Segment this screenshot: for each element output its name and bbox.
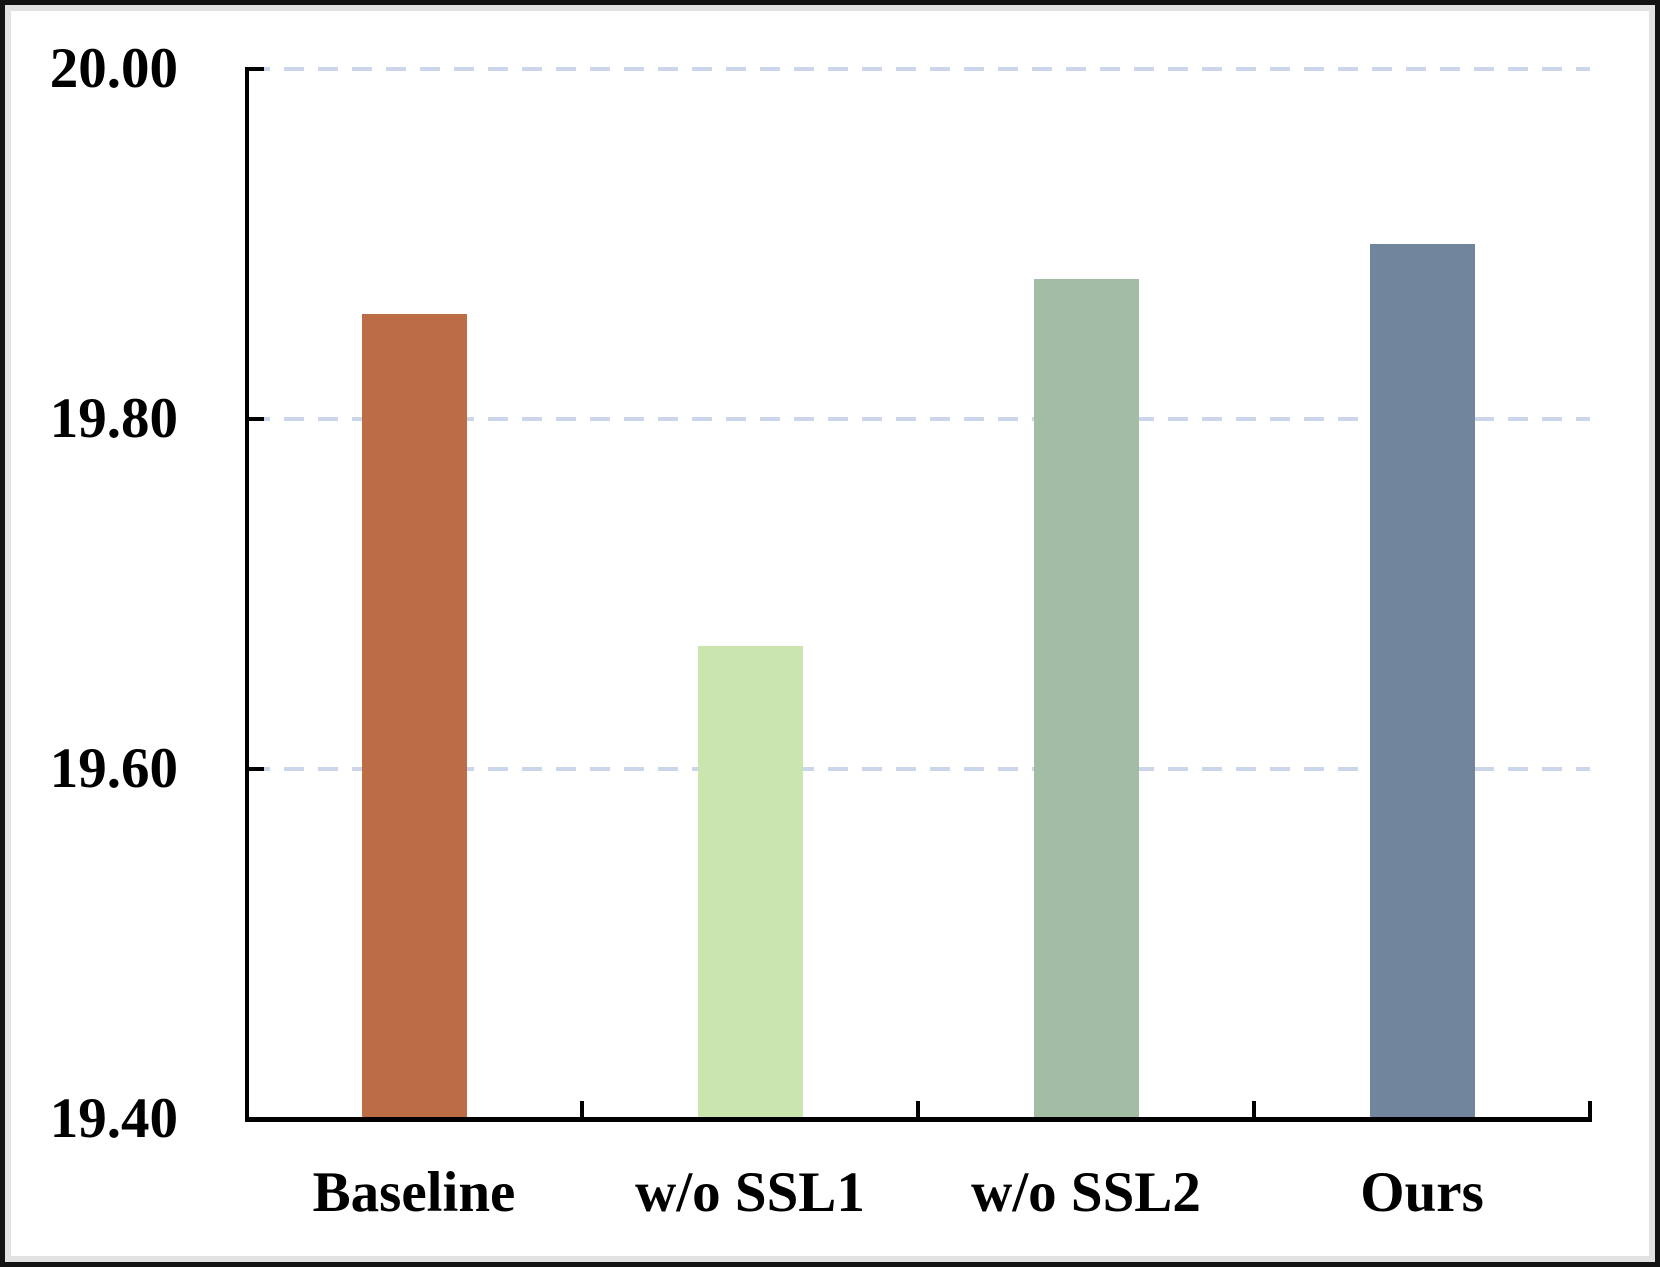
bar-baseline	[362, 314, 467, 1117]
x-category-label-ours: Ours	[1360, 1161, 1484, 1224]
gridline-20.00	[250, 67, 1590, 71]
x-category-label-wo-ssl1: w/o SSL1	[635, 1161, 865, 1224]
x-category-label-baseline: Baseline	[312, 1161, 516, 1224]
bar-wo-ssl2	[1034, 279, 1139, 1117]
y-tick-19.60	[246, 767, 264, 771]
x-tick-2	[916, 1101, 920, 1117]
y-tick-label-19.80: 19.80	[49, 387, 178, 450]
gridline-19.60	[250, 767, 1590, 771]
x-category-label-wo-ssl2: w/o SSL2	[971, 1161, 1201, 1224]
x-axis-line	[245, 1117, 1592, 1122]
y-tick-label-19.60: 19.60	[49, 737, 178, 800]
x-tick-1	[580, 1101, 584, 1117]
bar-ours	[1370, 244, 1475, 1117]
y-axis-line	[245, 67, 249, 1122]
y-tick-20.00	[246, 67, 264, 71]
y-tick-19.80	[246, 417, 264, 421]
y-tick-label-19.40: 19.40	[49, 1087, 178, 1150]
x-tick-3	[1252, 1101, 1256, 1117]
y-tick-label-20.00: 20.00	[49, 37, 178, 100]
x-tick-4	[1588, 1101, 1592, 1117]
bar-wo-ssl1	[698, 646, 803, 1117]
gridline-19.80	[250, 417, 1590, 421]
